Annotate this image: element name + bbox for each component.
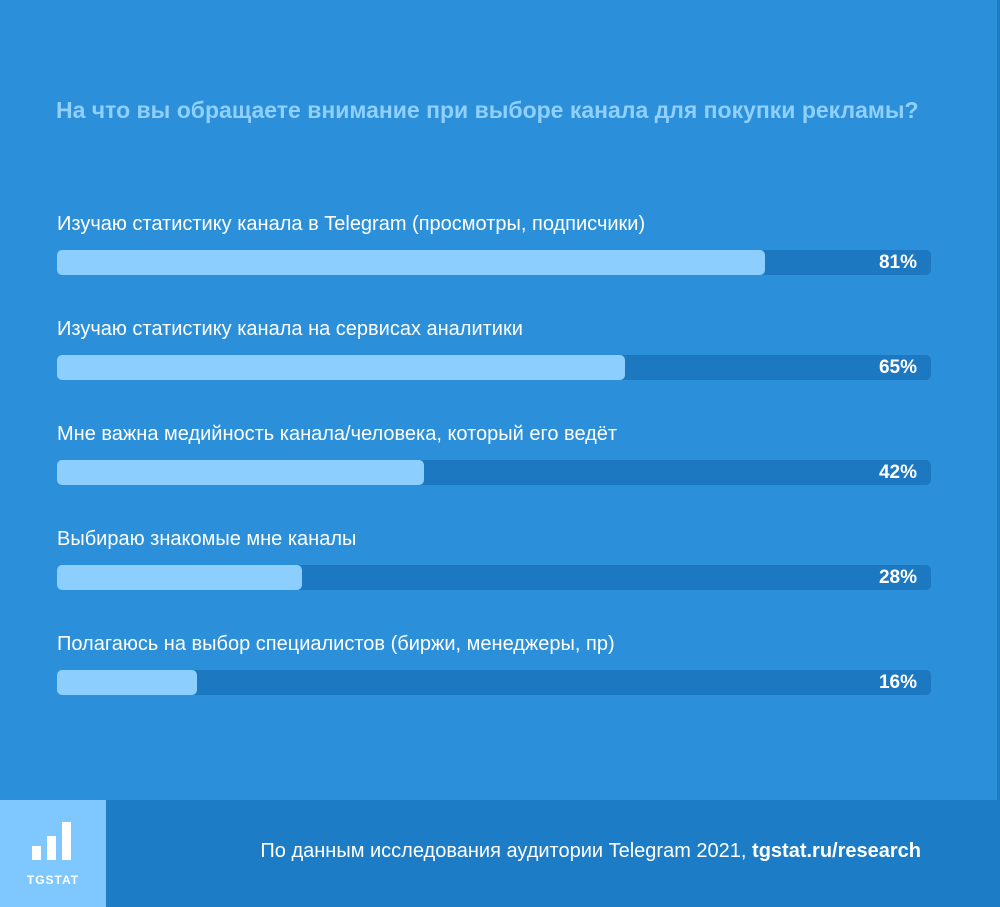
bar-track: 42% [57,460,931,485]
bar-track: 28% [57,565,931,590]
bar-label: Выбираю знакомые мне каналы [57,528,357,550]
bar [57,250,765,275]
chart-title: На что вы обращаете внимание при выборе … [56,97,919,123]
bar-label: Изучаю статистику канала в Telegram (про… [57,213,646,235]
source-link[interactable]: tgstat.ru/research [752,840,921,862]
source-text: По данным исследования аудитории Telegra… [260,840,753,862]
bar-value-label: 81% [878,252,917,273]
bar [57,460,425,485]
bar-value-label: 16% [878,672,917,693]
source-note: По данным исследования аудитории Telegra… [260,840,921,863]
bar-value-label: 42% [878,462,917,483]
bar [57,670,197,695]
logo-text: TGSTAT [26,873,80,887]
bar-track: 81% [57,250,931,275]
bar [57,565,302,590]
bar-track: 16% [57,670,931,695]
bar-track: 65% [57,355,931,380]
bar [57,355,626,380]
bar-label: Изучаю статистику канала на сервисах ана… [57,318,523,340]
bar-value-label: 28% [878,567,917,588]
bar-chart: Изучаю статистику канала в Telegram (про… [57,213,931,695]
bar-value-label: 65% [878,357,917,378]
bar-chart-icon [32,822,71,860]
tgstat-logo: TGSTAT [0,800,106,907]
footer: TGSTAT По данным исследования аудитории … [0,800,1000,907]
bar-label: Полагаюсь на выбор специалистов (биржи, … [57,633,615,655]
bar-label: Мне важна медийность канала/человека, ко… [57,423,618,445]
